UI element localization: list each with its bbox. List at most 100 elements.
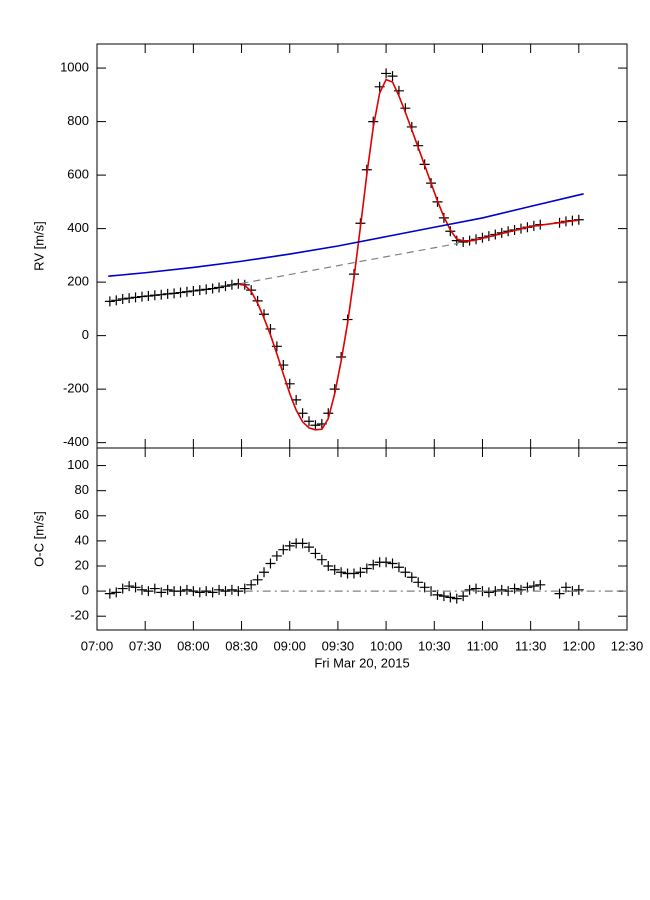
data-point: [310, 548, 321, 559]
data-point: [143, 291, 154, 302]
data-point: [149, 583, 160, 594]
data-point: [329, 564, 340, 575]
data-point: [207, 283, 218, 294]
data-point: [406, 572, 417, 583]
data-point: [233, 586, 244, 597]
data-point: [419, 582, 430, 593]
x-tick-label: 09:30: [322, 638, 355, 653]
y-tick-label: 60: [75, 507, 89, 522]
data-point: [265, 323, 276, 334]
data-point: [124, 581, 135, 592]
data-point: [471, 583, 482, 594]
data-point: [387, 558, 398, 569]
data-point: [207, 587, 218, 598]
y-tick-label: 800: [67, 113, 89, 128]
data-point: [387, 71, 398, 82]
data-point: [284, 540, 295, 551]
data-point: [438, 591, 449, 602]
data-point: [169, 288, 180, 299]
data-point: [413, 577, 424, 588]
data-point: [271, 550, 282, 561]
data-point: [451, 593, 462, 604]
data-point: [361, 563, 372, 574]
data-point: [368, 559, 379, 570]
data-point: [528, 581, 539, 592]
y-tick-label: 100: [67, 457, 89, 472]
data-point: [104, 296, 115, 307]
data-point: [188, 285, 199, 296]
y-tick-label: 0: [82, 327, 89, 342]
plot-frame: [96, 447, 628, 631]
data-point: [181, 584, 192, 595]
x-tick-label: 08:00: [177, 638, 210, 653]
y-tick-label: 200: [67, 274, 89, 289]
x-tick-label: 11:00: [467, 638, 499, 653]
data-point: [458, 591, 469, 602]
data-point: [246, 285, 257, 296]
data-point: [259, 567, 270, 578]
y-tick-label: 600: [67, 167, 89, 182]
data-point: [516, 584, 526, 595]
line-series: [238, 78, 579, 431]
x-tick-label: 10:30: [418, 638, 451, 653]
y-tick-label: 80: [75, 482, 89, 497]
data-point: [226, 584, 237, 595]
data-point: [175, 287, 186, 298]
y-tick-label: 400: [67, 220, 89, 235]
y-tick-label: 1000: [60, 60, 89, 75]
data-point: [194, 285, 205, 296]
data-point: [310, 420, 321, 431]
data-point: [175, 586, 186, 597]
data-point: [188, 586, 199, 597]
data-point: [265, 558, 276, 569]
data-point: [181, 286, 192, 297]
data-point: [226, 279, 237, 290]
data-point: [156, 289, 167, 300]
data-point: [304, 542, 314, 553]
data-point: [111, 587, 122, 598]
data-point: [239, 583, 250, 594]
y-tick-label: -200: [63, 381, 89, 396]
data-point: [316, 554, 327, 565]
x-axis-label: Fri Mar 20, 2015: [314, 655, 409, 670]
data-point: [201, 284, 212, 295]
data-point: [323, 560, 334, 571]
data-point: [246, 579, 257, 590]
data-point: [111, 295, 122, 306]
data-point: [130, 292, 141, 303]
data-point: [509, 583, 520, 594]
data-point: [104, 588, 115, 599]
x-tick-label: 07:30: [129, 638, 162, 653]
data-point: [496, 584, 507, 595]
data-point: [297, 538, 308, 549]
data-point: [156, 587, 167, 598]
data-point: [503, 586, 514, 597]
data-point: [535, 579, 546, 590]
data-point: [400, 567, 411, 578]
data-point: [381, 557, 392, 568]
x-tick-label: 11:30: [515, 638, 547, 653]
data-point: [560, 582, 571, 593]
x-tick-label: 12:00: [563, 638, 596, 653]
x-tick-label: 09:00: [273, 638, 306, 653]
data-point: [573, 584, 584, 595]
y-tick-label: 0: [82, 583, 89, 598]
data-point: [214, 584, 225, 595]
x-tick-label: 07:00: [81, 638, 114, 653]
data-point: [252, 574, 263, 585]
data-point: [220, 586, 231, 597]
data-point: [304, 416, 314, 427]
y-axis-label: RV [m/s]: [31, 221, 46, 271]
data-point: [297, 408, 308, 419]
y-axis-label: O-C [m/s]: [31, 511, 46, 567]
data-point: [162, 584, 173, 595]
data-point: [381, 68, 392, 79]
data-point: [117, 293, 128, 304]
data-point: [201, 586, 212, 597]
y-tick-label: 20: [75, 557, 89, 572]
data-point: [348, 568, 359, 579]
x-tick-label: 08:30: [225, 638, 258, 653]
